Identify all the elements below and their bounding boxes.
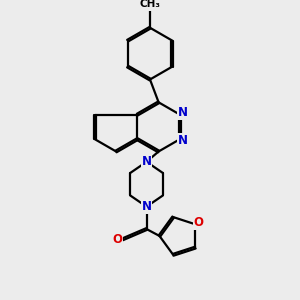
Text: N: N <box>142 155 152 168</box>
Text: N: N <box>178 106 188 119</box>
Text: CH₃: CH₃ <box>140 0 160 10</box>
Text: N: N <box>178 134 188 147</box>
Text: O: O <box>112 233 122 246</box>
Text: N: N <box>142 200 152 213</box>
Text: O: O <box>194 216 204 229</box>
